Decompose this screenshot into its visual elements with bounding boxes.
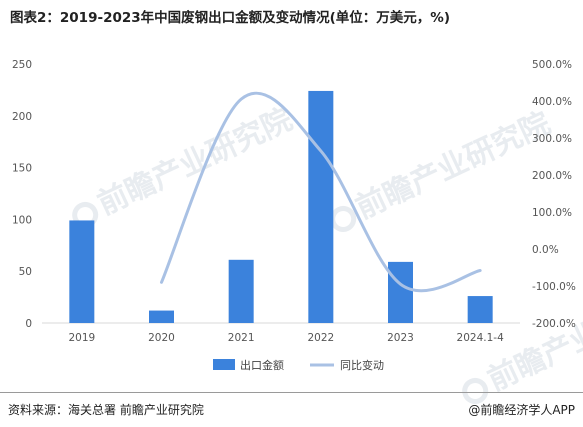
line-series: [160, 91, 482, 293]
legend-bar-label: 出口金额: [240, 358, 284, 372]
left-axis-tick-label: 150: [12, 163, 32, 175]
x-axis-tick-label: 2022: [307, 332, 334, 344]
left-axis-tick-label: 200: [12, 111, 32, 123]
x-axis-tick-label: 2020: [148, 332, 175, 344]
legend-line-label: 同比变动: [340, 358, 384, 372]
left-axis-tick-label: 0: [25, 318, 32, 330]
left-axis-tick-label: 50: [19, 266, 32, 278]
bar-2022: [308, 90, 334, 323]
left-axis-tick-label: 100: [12, 214, 32, 226]
bar-2021: [228, 259, 254, 323]
right-axis-tick-label: 0.0%: [532, 244, 559, 256]
right-axis-tick-label: 400.0%: [532, 96, 572, 108]
footer-divider: [0, 392, 583, 393]
right-axis-tick-label: 200.0%: [532, 170, 572, 182]
bar-2024.1-4: [467, 296, 493, 323]
legend-bar-swatch: [213, 359, 235, 370]
legend: 出口金额 同比变动: [213, 358, 384, 372]
right-axis-tick-label: 100.0%: [532, 207, 572, 219]
line-series-path: [160, 91, 482, 293]
axis-labels: 0 50 100 150 200 250 -200.0% -100.0% 0.0% 100.0% 2…: [12, 59, 576, 344]
x-axis-tick-label: 2023: [387, 332, 414, 344]
right-axis-tick-label: -200.0%: [532, 318, 576, 330]
chart-title: 图表2：2019-2023年中国废钢出口金额及变动情况(单位：万美元，%): [10, 10, 451, 26]
bar-2019: [69, 220, 95, 323]
right-axis-tick-label: 500.0%: [532, 59, 572, 71]
x-axis-tick-label: 2019: [68, 332, 95, 344]
bars: [69, 90, 493, 323]
x-axis-tick-label: 2024.1-4: [457, 332, 505, 344]
footer-source: 资料来源：海关总署 前瞻产业研究院: [8, 403, 204, 417]
right-axis-tick-label: -100.0%: [532, 281, 576, 293]
bar-2020: [149, 310, 174, 323]
left-axis-tick-label: 250: [12, 59, 32, 71]
bar-2023: [388, 261, 413, 323]
right-axis-tick-label: 300.0%: [532, 133, 572, 145]
x-axis-tick-label: 2021: [228, 332, 255, 344]
footer-credit: @前瞻经济学人APP: [468, 403, 575, 417]
